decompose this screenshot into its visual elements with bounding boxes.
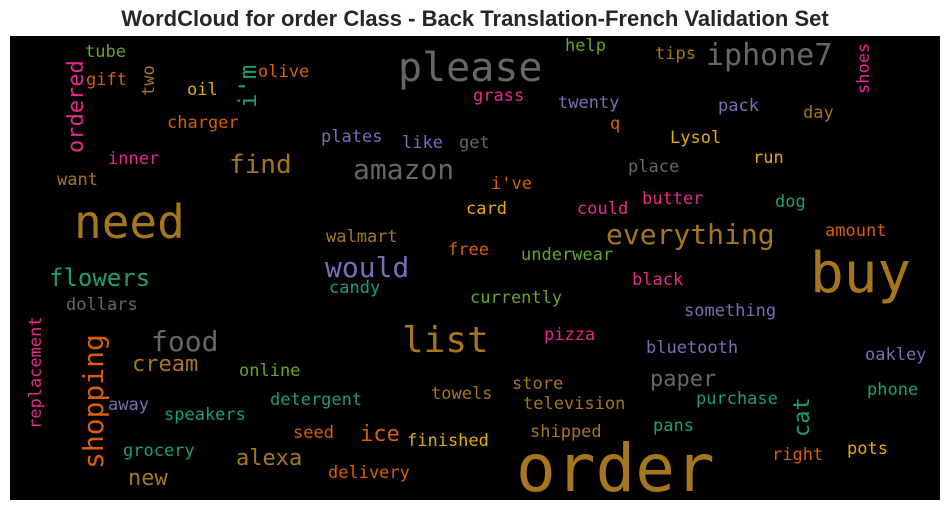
word-cat: cat xyxy=(790,397,815,437)
word-order: order xyxy=(516,430,715,501)
word-want: want xyxy=(57,170,98,190)
word-purchase: purchase xyxy=(696,389,778,409)
word-buy: buy xyxy=(810,241,912,306)
word-delivery: delivery xyxy=(328,463,410,483)
word-like: like xyxy=(402,133,443,153)
word-q: q xyxy=(610,114,621,134)
word-black: black xyxy=(632,270,684,290)
word-away: away xyxy=(108,395,149,415)
word-bluetooth: bluetooth xyxy=(646,338,739,358)
word-replacement: replacement xyxy=(26,316,46,429)
word-shipped: shipped xyxy=(530,422,602,442)
word-seed: seed xyxy=(293,423,334,443)
word-detergent: detergent xyxy=(270,390,363,410)
chart-title: WordCloud for order Class - Back Transla… xyxy=(121,6,829,31)
word-i-m: i'm xyxy=(234,64,262,108)
word-please: please xyxy=(398,45,543,91)
word-list: list xyxy=(402,320,489,361)
word-towels: towels xyxy=(431,384,493,404)
word-olive: olive xyxy=(258,62,310,82)
word-something: something xyxy=(684,301,777,321)
word-cream: cream xyxy=(132,352,199,377)
word-day: day xyxy=(803,103,834,123)
word-underwear: underwear xyxy=(521,245,614,265)
word-find: find xyxy=(229,150,292,180)
word-gift: gift xyxy=(86,70,127,90)
word-food: food xyxy=(151,325,219,358)
word-get: get xyxy=(459,133,490,153)
word-would: would xyxy=(325,251,410,284)
word-inner: inner xyxy=(108,149,160,169)
word-butter: butter xyxy=(642,189,704,209)
word-dollars: dollars xyxy=(66,295,138,315)
word-tips: tips xyxy=(655,44,696,64)
word-online: online xyxy=(239,361,301,381)
word-candy: candy xyxy=(329,278,381,298)
word-phone: phone xyxy=(867,380,919,400)
word-pans: pans xyxy=(653,416,694,436)
word-iphone7: iphone7 xyxy=(706,38,833,73)
word-new: new xyxy=(128,466,168,491)
word-shopping: shopping xyxy=(77,334,110,469)
word-plates: plates xyxy=(321,127,383,147)
word-i-ve: i've xyxy=(491,174,532,194)
word-free: free xyxy=(448,240,489,260)
word-grocery: grocery xyxy=(123,441,195,461)
word-grass: grass xyxy=(473,86,525,106)
word-dog: dog xyxy=(775,192,806,212)
word-alexa: alexa xyxy=(236,446,303,471)
word-oil: oil xyxy=(187,80,218,100)
word-store: store xyxy=(512,374,564,394)
word-right: right xyxy=(772,445,824,465)
word-currently: currently xyxy=(470,288,563,308)
word-help: help xyxy=(565,36,606,56)
word-paper: paper xyxy=(650,367,717,392)
word-ordered: ordered xyxy=(64,60,89,153)
word-two: two xyxy=(139,65,159,96)
word-pots: pots xyxy=(847,439,888,459)
word-oakley: oakley xyxy=(865,345,927,365)
word-flowers: flowers xyxy=(49,264,151,292)
word-could: could xyxy=(577,199,629,219)
word-walmart: walmart xyxy=(326,227,398,247)
word-run: run xyxy=(753,148,784,168)
word-pizza: pizza xyxy=(544,325,596,345)
word-place: place xyxy=(628,157,680,177)
word-pack: pack xyxy=(718,96,759,116)
word-amount: amount xyxy=(825,221,887,241)
word-speakers: speakers xyxy=(164,405,246,425)
word-twenty: twenty xyxy=(558,93,620,113)
word-need: need xyxy=(74,195,185,249)
word-television: television xyxy=(523,394,626,414)
word-amazon: amazon xyxy=(353,153,455,186)
word-card: card xyxy=(466,199,507,219)
word-cloud: order buy need please list iphone7 amazon every… xyxy=(10,36,940,500)
word-ice: ice xyxy=(360,422,400,447)
word-lysol: Lysol xyxy=(670,128,722,148)
word-finished: finished xyxy=(407,431,489,451)
word-tube: tube xyxy=(85,42,126,62)
word-shoes: shoes xyxy=(854,42,874,94)
word-charger: charger xyxy=(167,113,239,133)
word-everything: everything xyxy=(606,218,775,251)
